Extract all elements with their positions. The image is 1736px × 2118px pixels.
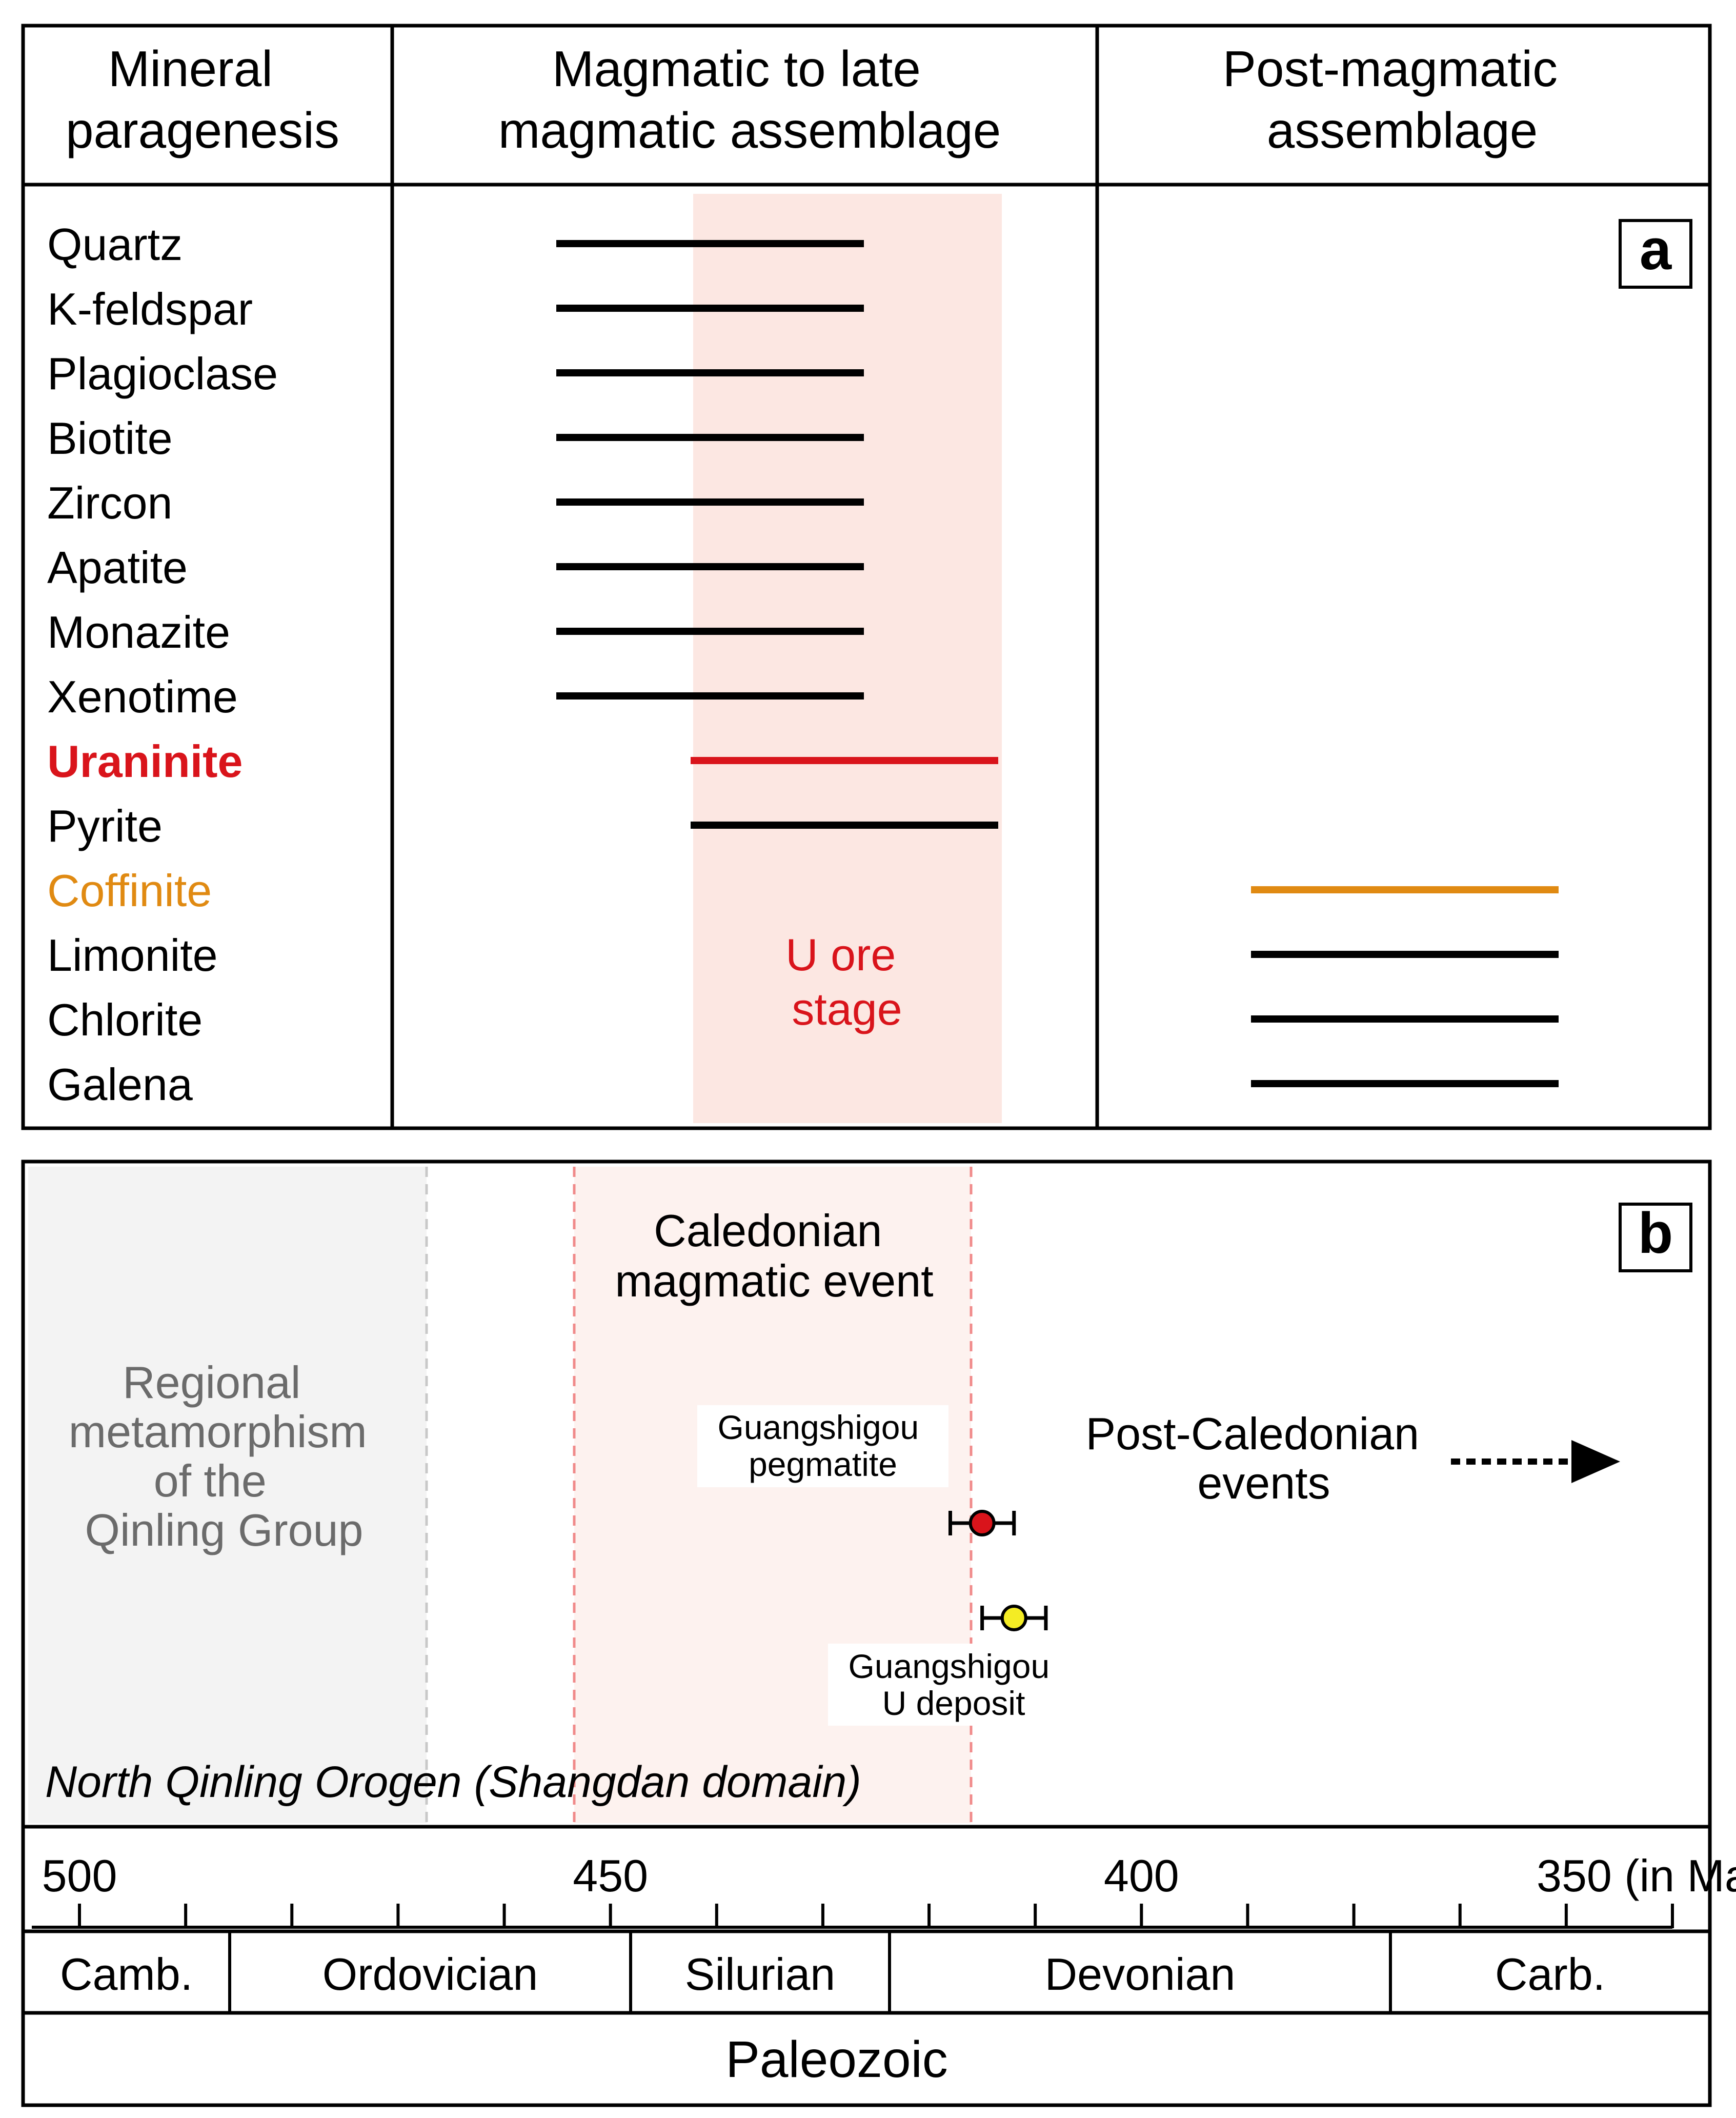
- post-caledonian-arrow-head-icon: [1571, 1440, 1620, 1483]
- panel-a-label: a: [1640, 217, 1672, 282]
- axis-tick-label: 400: [1104, 1850, 1179, 1901]
- panel-a: Mineral paragenesis Magmatic to late mag…: [21, 24, 1712, 1130]
- deposit-label: Guangshigou U deposit: [849, 1647, 1059, 1722]
- period-camb: Camb.: [60, 1949, 193, 2000]
- age-point-guangshigou-u-deposit: [1000, 1605, 1027, 1631]
- period-carb: Carb.: [1495, 1949, 1605, 2000]
- header-mineral-paragenesis: Mineral paragenesis: [66, 41, 339, 158]
- axis-tick-label: 500: [42, 1850, 117, 1901]
- u-ore-stage-label: U ore stage: [785, 929, 909, 1034]
- geologic-timescale: Camb. Ordovician Silurian Devonian Carb. Pal…: [23, 1929, 1710, 2088]
- mineral-name-pyrite: Pyrite: [47, 801, 163, 851]
- header-post-magmatic-assemblage: Post-magmatic assemblage: [1223, 41, 1572, 158]
- u-ore-stage-zone: [693, 194, 1002, 1123]
- axis-ticks: [78, 1904, 1674, 1928]
- age-points: [948, 1510, 1048, 1631]
- panel-a-label-box: [1619, 219, 1692, 289]
- axis-tick-label: 450: [573, 1850, 648, 1901]
- mineral-name-coffinite: Coffinite: [47, 865, 212, 916]
- post-caledonian-label: Post-Caledonian events: [1085, 1408, 1431, 1508]
- period-devonian: Devonian: [1045, 1949, 1236, 2000]
- panel-b-frame: [21, 1160, 1712, 2107]
- panel-a-frame: [21, 24, 1712, 1130]
- pegmatite-label-bg: [697, 1405, 948, 1487]
- era-label: Paleozoic: [725, 2031, 948, 2088]
- header-magmatic-assemblage: Magmatic to late magmatic assemblage: [498, 41, 1001, 158]
- panel-b-label: b: [1638, 1201, 1673, 1265]
- regional-metamorphism-label: Regional metamorphism of the Qinling Gro…: [69, 1357, 379, 1555]
- mineral-name-k-feldspar: K-feldspar: [47, 284, 253, 334]
- deposit-label-bg: [828, 1644, 1079, 1726]
- mineral-name-xenotime: Xenotime: [47, 671, 238, 722]
- mineral-name-zircon: Zircon: [47, 477, 173, 528]
- time-axis: 500 450 400 350 (in Ma): [32, 1850, 1736, 1929]
- axis-tick-label: 350 (in Ma): [1537, 1850, 1736, 1901]
- period-silurian: Silurian: [685, 1949, 835, 2000]
- panel-b-label-box: [1619, 1203, 1692, 1272]
- mineral-name-biotite: Biotite: [47, 413, 173, 464]
- mineral-name-uraninite: Uraninite: [47, 736, 243, 787]
- mineral-name-galena: Galena: [47, 1059, 193, 1110]
- mineral-name-chlorite: Chlorite: [47, 994, 203, 1045]
- age-point-guangshigou-pegmatite: [968, 1510, 996, 1536]
- mineral-name-apatite: Apatite: [47, 542, 188, 593]
- mineral-name-monazite: Monazite: [47, 607, 230, 657]
- mineral-name-limonite: Limonite: [47, 930, 218, 981]
- mineral-rows: Quartz K-feldspar Plagioclase Biotite Zircon…: [47, 219, 1559, 1110]
- mineral-name-plagioclase: Plagioclase: [47, 348, 278, 399]
- panel-b: b Regional metamorphism of the Qinling G…: [21, 1160, 1712, 2107]
- mineral-name-quartz: Quartz: [47, 219, 183, 270]
- regional-metamorphism-zone: [28, 1167, 427, 1823]
- period-cells: Camb. Ordovician Silurian Devonian Carb.: [60, 1931, 1605, 2013]
- caledonian-event-label: Caledonian magmatic event: [615, 1205, 933, 1306]
- axis-tick-labels: 500 450 400 350 (in Ma): [42, 1850, 1736, 1901]
- orogen-label: North Qinling Orogen (Shangdan domain): [45, 1757, 861, 1807]
- pegmatite-label: Guangshigou pegmatite: [718, 1408, 928, 1483]
- period-ordovician: Ordovician: [322, 1949, 538, 2000]
